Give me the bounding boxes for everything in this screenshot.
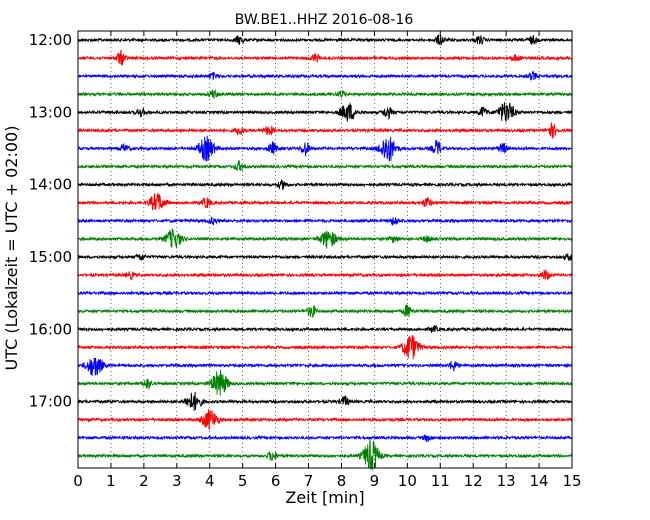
y-tick-label: 16:00 bbox=[29, 320, 72, 338]
seismic-trace bbox=[77, 269, 573, 281]
y-tick-label: 13:00 bbox=[29, 103, 72, 121]
x-tick-label: 0 bbox=[73, 472, 83, 490]
y-tick-label: 15:00 bbox=[29, 248, 72, 266]
seismic-trace bbox=[77, 290, 573, 297]
x-tick-label: 13 bbox=[497, 472, 516, 490]
seismic-trace bbox=[77, 334, 573, 360]
y-tick-label: 17:00 bbox=[29, 393, 72, 411]
x-tick-label: 14 bbox=[530, 472, 549, 490]
grid-lines bbox=[110, 31, 540, 468]
x-tick-label: 6 bbox=[271, 472, 281, 490]
seismic-trace bbox=[77, 392, 573, 411]
seismic-trace bbox=[77, 135, 573, 162]
seismic-trace bbox=[77, 303, 573, 318]
seismic-trace bbox=[77, 439, 573, 471]
y-tick-label: 14:00 bbox=[29, 176, 72, 194]
chart-title: BW.BE1..HHZ 2016-08-16 bbox=[235, 12, 414, 28]
seismic-trace bbox=[77, 160, 573, 172]
x-tick-label: 2 bbox=[139, 472, 149, 490]
seismic-trace bbox=[77, 228, 573, 249]
x-tick-label: 1 bbox=[106, 472, 116, 490]
seismic-trace bbox=[77, 102, 573, 123]
seismic-trace bbox=[77, 434, 573, 442]
y-axis-label: UTC (Lokalzeit = UTC + 02:00) bbox=[2, 126, 21, 371]
seismic-trace bbox=[77, 34, 573, 46]
x-tick-label: 10 bbox=[398, 472, 417, 490]
seismic-trace bbox=[77, 193, 573, 211]
seismic-trace bbox=[77, 122, 573, 139]
seismic-trace bbox=[77, 216, 573, 226]
seismic-trace bbox=[77, 369, 573, 396]
y-tick-label: 12:00 bbox=[29, 31, 72, 49]
seismic-traces bbox=[77, 34, 573, 471]
x-tick-label: 15 bbox=[562, 472, 581, 490]
x-axis-label: Zeit [min] bbox=[285, 488, 364, 507]
x-tick-label: 7 bbox=[304, 472, 314, 490]
x-tick-label: 5 bbox=[238, 472, 248, 490]
x-axis-ticks: 0 1 2 3 4 5 6 7 8 9 10 11 12 13 14 15 bbox=[73, 31, 582, 490]
seismic-trace bbox=[77, 71, 573, 81]
seismic-trace bbox=[77, 88, 573, 99]
x-tick-label: 3 bbox=[172, 472, 182, 490]
seismic-trace bbox=[77, 49, 573, 66]
x-tick-label: 8 bbox=[337, 472, 347, 490]
seismic-trace bbox=[77, 357, 573, 376]
seismic-trace bbox=[77, 324, 573, 333]
x-tick-label: 9 bbox=[370, 472, 380, 490]
x-tick-label: 11 bbox=[431, 472, 450, 490]
y-axis-ticks: 12:00 13:00 14:00 15:00 16:00 17:00 bbox=[29, 31, 572, 411]
seismic-trace bbox=[77, 253, 573, 261]
seismic-trace bbox=[77, 409, 573, 431]
plot-frame bbox=[77, 30, 573, 469]
seismic-trace bbox=[77, 179, 573, 190]
x-tick-label: 12 bbox=[464, 472, 483, 490]
x-tick-label: 4 bbox=[205, 472, 215, 490]
